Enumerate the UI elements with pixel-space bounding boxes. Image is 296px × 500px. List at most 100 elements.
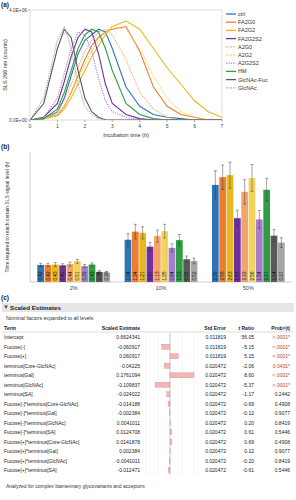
- bar: [132, 232, 139, 282]
- error-bar: [178, 234, 181, 245]
- table-cell: 0.011819: [206, 334, 227, 340]
- legend-swatch: [226, 46, 236, 47]
- estimate-bar: [170, 354, 178, 359]
- bar: [263, 190, 270, 282]
- data-label: 0.56: [184, 271, 189, 280]
- x-tick-label: 2: [83, 123, 86, 129]
- bar: [176, 240, 183, 282]
- table-cell: -5.15: [243, 344, 255, 350]
- bar-guide: [146, 333, 147, 475]
- table-cell: 0.060917: [119, 353, 140, 359]
- x-tick-label: 10%: [155, 285, 166, 291]
- table-cell: 0.5446: [275, 467, 291, 473]
- bar: [191, 261, 198, 282]
- table-cell: 8.60: [244, 372, 254, 378]
- legend-swatch: [226, 79, 236, 80]
- bar: [241, 192, 248, 282]
- x-tick-label: 50%: [243, 285, 254, 291]
- data-label: 1.57: [235, 271, 240, 280]
- data-label: 2.27: [264, 271, 269, 280]
- legend-swatch: [226, 22, 236, 23]
- table-cell: -0.69: [243, 401, 255, 407]
- error-bar: [228, 162, 231, 188]
- table-cell: 0.011819: [206, 353, 227, 359]
- table-cell: terminus[SA]: [4, 391, 33, 397]
- series-line: [30, 27, 222, 121]
- bar: [234, 218, 241, 282]
- table-cell: -0.0041011: [115, 458, 140, 464]
- bar: [212, 185, 219, 282]
- error-bar: [54, 263, 57, 267]
- bar: [154, 236, 161, 282]
- error-bar: [76, 259, 79, 263]
- table-cell: 0.020472: [205, 439, 226, 445]
- estimate-bar: [168, 468, 170, 473]
- data-label: 2.22: [242, 271, 247, 280]
- data-label: 1.25: [162, 271, 167, 280]
- data-label: 0.97: [279, 271, 284, 280]
- panel-label: (b): [1, 143, 9, 151]
- table-cell: terminus[Gal]: [4, 372, 34, 378]
- data-label: 0.43: [90, 271, 95, 280]
- error-bar: [83, 265, 86, 268]
- table-cell: 0.0141878: [116, 439, 140, 445]
- error-bar: [236, 210, 239, 226]
- error-bar: [258, 211, 261, 229]
- bar: [256, 219, 263, 282]
- table-cell: 0.0431*: [273, 363, 290, 369]
- data-label: 2.56: [250, 271, 255, 280]
- header-cell: Term: [4, 325, 16, 331]
- table-cell: Fucose[+]: [4, 353, 27, 359]
- table-title: Scaled Estimates: [10, 304, 61, 311]
- table-cell: terminus[GlcNAc]: [4, 382, 44, 388]
- legend-swatch: [226, 87, 236, 88]
- y-tick-label: 0.0E+00: [9, 118, 27, 123]
- bar-guide: [194, 333, 195, 475]
- header-rule: [2, 332, 294, 333]
- table-cell: -1.17: [243, 391, 255, 397]
- table-cell: Fucose[+]*terminus[GlcNAc]: [4, 458, 68, 464]
- series-line: [30, 27, 222, 121]
- data-label: 0.42: [38, 271, 43, 280]
- table-cell: 0.020472: [205, 410, 226, 416]
- panel-label: (c): [1, 294, 9, 302]
- legend-swatch: [226, 63, 236, 64]
- table-cell: Fucose[+]*terminus[Core-GlcNAc]: [4, 439, 80, 445]
- error-bar: [221, 165, 224, 189]
- table-cell: <.0001*: [273, 382, 290, 388]
- table-cell: Fucose[+]*terminus[SA]: [4, 467, 57, 473]
- table-cell: <.0001*: [273, 344, 290, 350]
- legend-label: HM: [238, 68, 247, 74]
- bar: [227, 175, 234, 282]
- table-cell: 0.8419: [275, 420, 291, 426]
- table-cell: -0.012471: [117, 467, 140, 473]
- plot-frame: [30, 10, 222, 120]
- series-line: [30, 29, 222, 120]
- data-label: 1.21: [140, 271, 145, 280]
- estimate-bar: [169, 411, 170, 416]
- error-bar: [46, 263, 49, 266]
- table-cell: 0.0124708: [116, 429, 140, 435]
- data-label: 0.44: [68, 271, 73, 280]
- table-subtitle: Nominal factors expanded to all levels: [6, 315, 94, 321]
- table-cell: terminus[Core-GlcNAc]: [4, 363, 56, 369]
- table-cell: -2.06: [243, 363, 255, 369]
- table-cell: -0.61: [243, 467, 255, 473]
- data-label: 0.39: [82, 271, 87, 280]
- x-tick-label: 7: [221, 123, 224, 129]
- table-cell: -0.04225: [120, 363, 140, 369]
- error-bar: [214, 171, 217, 199]
- table-cell: 0.1761094: [116, 372, 140, 378]
- data-label: 2.63: [228, 271, 233, 280]
- data-label: 0.25: [97, 271, 102, 280]
- table-cell: 0.020472: [205, 401, 226, 407]
- figure: (a)(b)(c)0.0E+004.0E+0601234567Incubatio…: [0, 0, 296, 500]
- estimate-bar: [170, 449, 171, 454]
- series-line: [30, 29, 222, 120]
- bar: [52, 265, 59, 282]
- legend-label: A2G2S2: [238, 60, 259, 66]
- table-cell: 0.8419: [275, 458, 291, 464]
- table-cell: -0.002384: [117, 410, 140, 416]
- estimate-bar: [170, 430, 172, 435]
- table-cell: 5.15: [244, 353, 254, 359]
